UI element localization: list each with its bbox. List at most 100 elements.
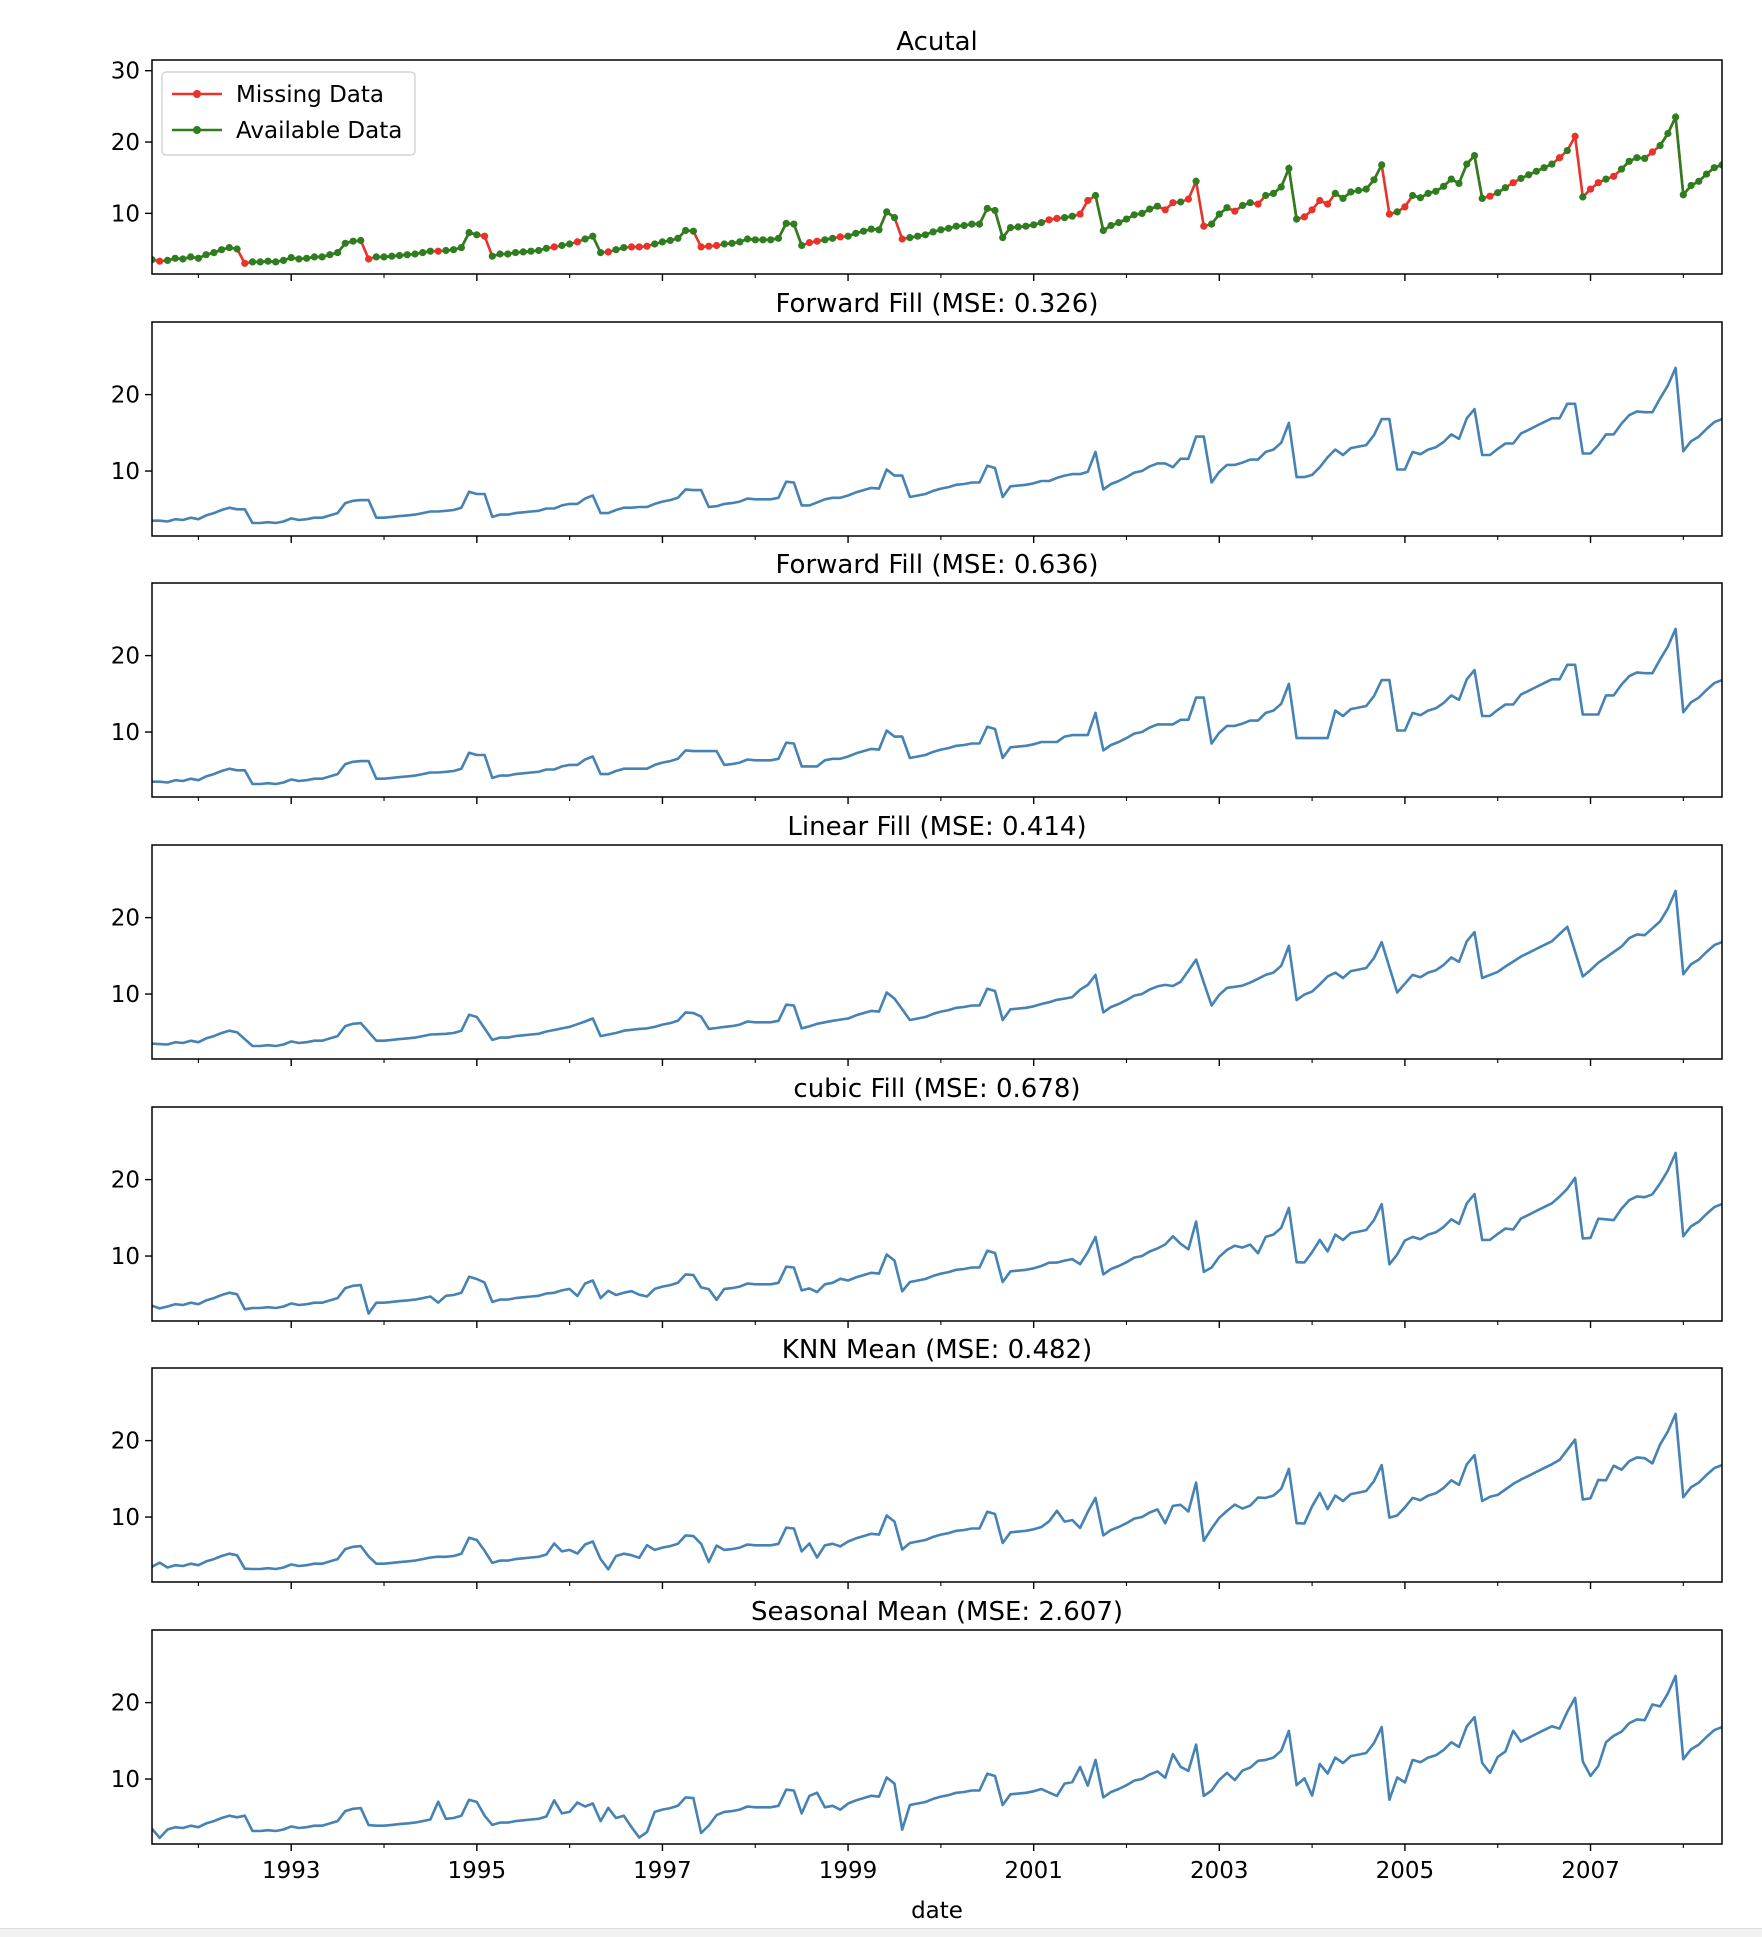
y-tick-label: 20 [111,1168,140,1194]
y-tick-label: 10 [111,982,140,1008]
available-data-point [319,253,326,260]
available-data-point [249,258,256,265]
available-data-point [1633,154,1640,161]
available-data-point [968,221,975,228]
available-data-point [914,233,921,240]
available-data-point [1742,154,1749,161]
y-tick-label: 30 [111,59,140,85]
panel-title: Forward Fill (MSE: 0.326) [776,289,1099,319]
missing-data-point [636,243,643,250]
missing-data-point [1510,179,1517,186]
available-data-point [1432,188,1439,195]
available-data-point [1672,114,1679,121]
y-tick-label: 10 [111,201,140,227]
available-data-point [1154,203,1161,210]
available-data-point [1363,186,1370,193]
available-data-point [272,258,279,265]
available-data-point [504,250,511,257]
available-data-point [388,253,395,260]
available-data-point [303,255,310,262]
plot-area [152,1640,1762,1838]
available-data-point [1347,188,1354,195]
available-data-point [1278,183,1285,190]
missing-data-point [241,260,248,267]
missing-data-point [1185,196,1192,203]
available-data-point [411,250,418,257]
available-data-point [1038,219,1045,226]
available-data-point [682,227,689,234]
panel-title: Linear Fill (MSE: 0.414) [787,812,1086,842]
available-data-point [1494,189,1501,196]
plot-area [152,1378,1762,1569]
available-data-point [195,255,202,262]
available-data-point [736,238,743,245]
available-data-point [350,238,357,245]
available-data-point [520,248,527,255]
plot-area [152,855,1762,1046]
available-data-point [829,235,836,242]
available-data-point [466,229,473,236]
panel-title: Forward Fill (MSE: 0.636) [776,550,1099,580]
panel-title: Seasonal Mean (MSE: 2.607) [751,1597,1123,1627]
panel-title: cubic Fill (MSE: 0.678) [793,1074,1080,1104]
missing-data-point [1386,211,1393,218]
available-data-point [1015,223,1022,230]
x-tick-label: 1995 [448,1858,507,1884]
available-data-point [1525,171,1532,178]
available-data-point [496,250,503,257]
available-data-point [728,240,735,247]
available-data-point [667,237,674,244]
missing-data-point [814,238,821,245]
y-tick-label: 10 [111,720,140,746]
available-data-point [257,258,264,265]
available-data-point [543,245,550,252]
axes-frame [152,322,1722,536]
available-data-point [1022,223,1029,230]
missing-data-point [628,243,635,250]
available-data-point [1355,187,1362,194]
available-data-point [1695,178,1702,185]
available-data-point [1471,152,1478,159]
available-data-point [1216,211,1223,218]
available-data-point [1247,199,1254,206]
available-data-point [1479,195,1486,202]
available-data-point [767,236,774,243]
plot-area [152,593,1762,784]
available-data-point [334,249,341,256]
missing-data-point [551,243,558,250]
available-data-point [690,228,697,235]
available-data-point [1533,168,1540,175]
available-data-point [473,231,480,238]
available-data-point [1177,198,1184,205]
available-data-point [1370,176,1377,183]
available-data-point [1061,214,1068,221]
available-data-point [1069,213,1076,220]
available-data-point [1100,227,1107,234]
plot-area [152,1117,1762,1314]
available-data-point [1502,184,1509,191]
available-data-point [512,249,519,256]
missing-data-point [1610,173,1617,180]
series-line [152,332,1762,523]
available-data-point [752,236,759,243]
available-data-point [906,234,913,241]
available-data-point [582,235,589,242]
available-data-point [1425,190,1432,197]
missing-data-point [1587,186,1594,193]
available-data-point [922,231,929,238]
available-data-point [783,220,790,227]
available-data-point [1749,128,1756,135]
available-data-point [868,226,875,233]
missing-data-point [1301,213,1308,220]
available-data-point [1115,219,1122,226]
available-data-point [373,253,380,260]
available-data-point [589,233,596,240]
